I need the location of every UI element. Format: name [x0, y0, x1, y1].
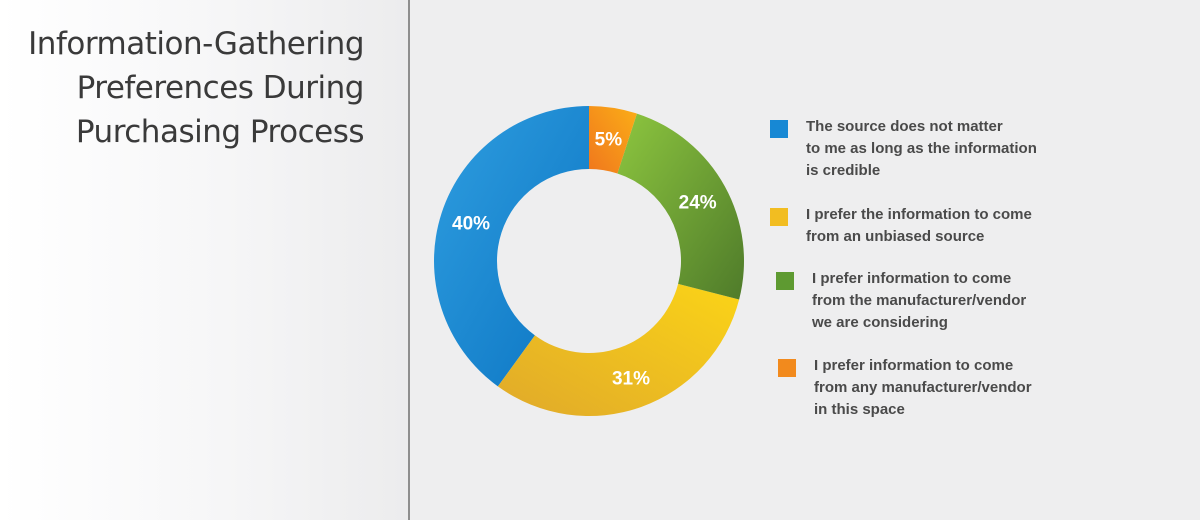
chart-panel	[410, 0, 1200, 520]
slice-considered-vendor	[617, 113, 744, 300]
title-line-2: Preferences During	[76, 70, 365, 106]
donut-slice-labels: 40% 31% 24% 5%	[452, 130, 717, 390]
slice-any-vendor	[589, 106, 637, 174]
title-panel	[0, 0, 408, 520]
label-credible-source: 40%	[452, 214, 490, 235]
slice-credible-source	[434, 106, 589, 387]
title-line-1: Information-Gathering	[28, 26, 364, 62]
title-line-3: Purchasing Process	[75, 114, 365, 150]
donut-slices	[434, 106, 744, 416]
label-any-vendor: 5%	[595, 130, 623, 151]
label-unbiased-source: 31%	[612, 369, 650, 390]
slice-unbiased-source	[497, 283, 740, 416]
panel-divider	[408, 0, 410, 520]
page-title: Information-Gathering Preferences During…	[4, 22, 364, 154]
label-considered-vendor: 24%	[679, 192, 717, 213]
